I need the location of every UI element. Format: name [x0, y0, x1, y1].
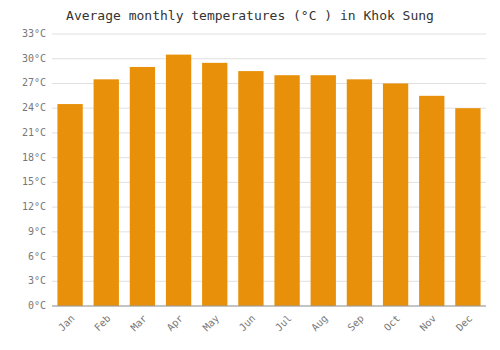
- bar: [94, 79, 119, 306]
- bar: [166, 55, 191, 306]
- x-tick-label: Jul: [273, 313, 294, 334]
- bar: [202, 63, 227, 306]
- x-tick-label: Jan: [56, 313, 77, 334]
- x-tick-label: Oct: [382, 313, 403, 334]
- y-tick-label: 24°C: [22, 102, 46, 113]
- y-tick-label: 33°C: [22, 28, 46, 39]
- x-tick-label: Feb: [92, 313, 113, 334]
- bar: [130, 67, 155, 306]
- grid-line: [52, 306, 486, 307]
- grid-line: [52, 58, 486, 59]
- y-tick-label: 3°C: [28, 275, 46, 286]
- bar: [238, 71, 263, 306]
- page: {"chart_data": {"type": "bar", "title": …: [0, 0, 500, 350]
- y-tick-label: 18°C: [22, 152, 46, 163]
- title: Average monthly temperatures (°C ) in Kh…: [66, 8, 434, 23]
- x-tick-label: May: [201, 313, 222, 334]
- x-tick-label: Dec: [454, 313, 475, 334]
- x-tick-label: Nov: [418, 313, 439, 334]
- x-tick-label: Jun: [237, 313, 258, 334]
- grid-line: [52, 34, 486, 35]
- bar: [311, 75, 336, 306]
- x-tick-label: Aug: [309, 313, 330, 334]
- y-tick-label: 21°C: [22, 127, 46, 138]
- y-tick-label: 9°C: [28, 226, 46, 237]
- chart: 0°C 3°C 6°C 9°C 12°C 15°C 18°C 21°C 24°C 27°C 30°C…: [0, 0, 500, 350]
- bar: [383, 83, 408, 306]
- y-tick-label: 15°C: [22, 176, 46, 187]
- bar: [419, 96, 444, 306]
- bar: [455, 108, 480, 306]
- y-grid: [52, 34, 486, 306]
- y-tick-label: 30°C: [22, 53, 46, 64]
- bars: [57, 55, 480, 306]
- y-tick-label: 0°C: [28, 300, 46, 311]
- y-tick-label: 6°C: [28, 251, 46, 262]
- y-tick-label: 27°C: [22, 77, 46, 88]
- x-tick-label: Mar: [128, 313, 149, 334]
- bar: [57, 104, 82, 306]
- x-axis-line: [52, 306, 486, 307]
- x-tick-label: Apr: [165, 313, 186, 334]
- bar: [274, 75, 299, 306]
- x-tick-label: Sep: [345, 313, 366, 334]
- bar: [347, 79, 372, 306]
- y-tick-label: 12°C: [22, 201, 46, 212]
